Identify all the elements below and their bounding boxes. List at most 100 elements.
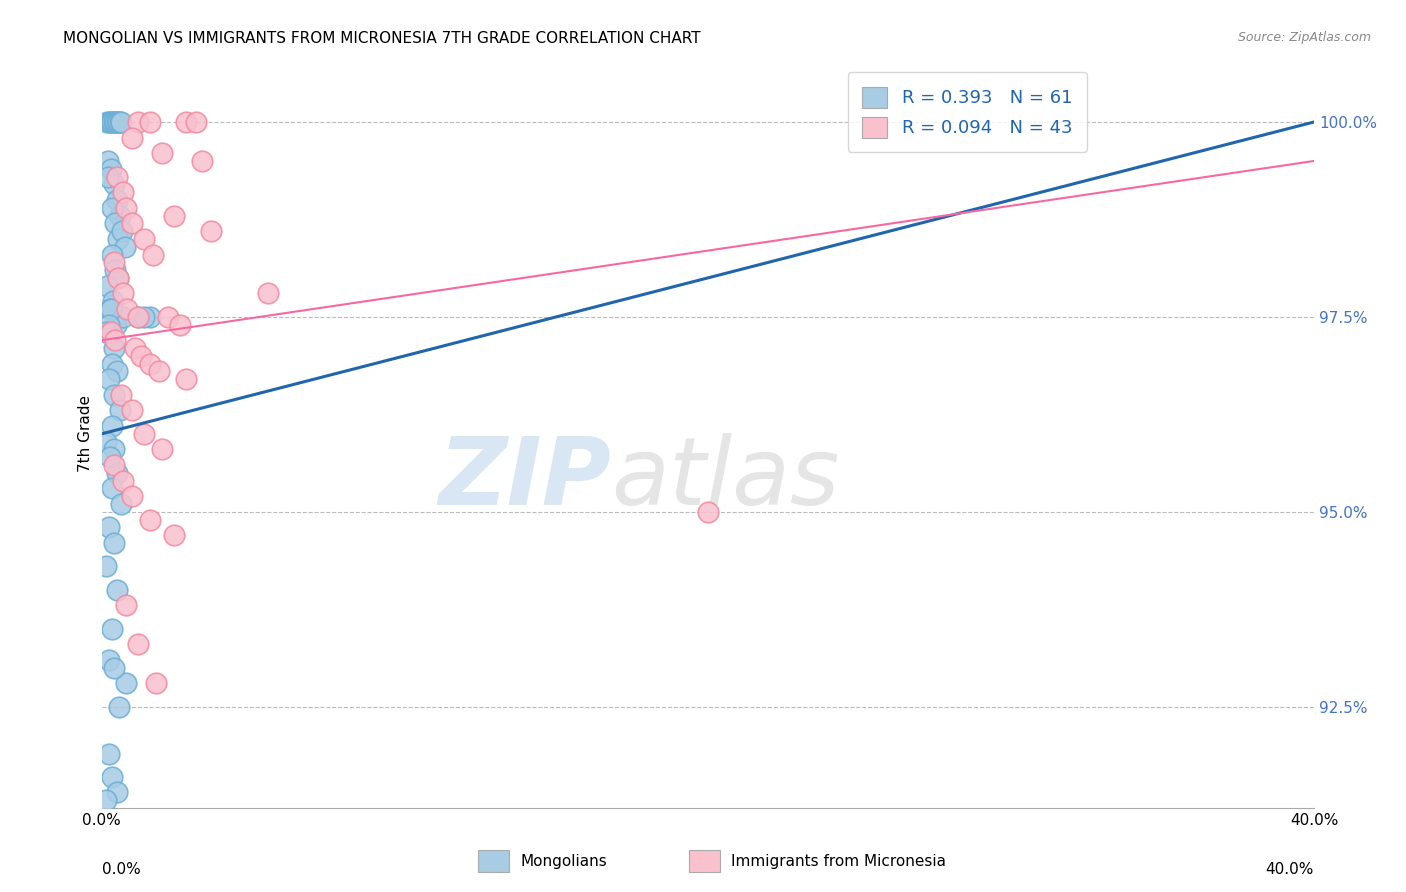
Point [104,263,127,277]
Point [100,161,122,176]
Point [139,513,162,527]
Point [121,216,143,230]
Point [98,747,121,761]
Point [163,528,186,542]
Point [100,622,122,636]
Point [127,637,149,651]
Point [96,559,118,574]
Point [107,115,129,129]
Point [127,310,149,324]
Point [129,349,152,363]
Point [115,201,138,215]
Point [103,341,125,355]
Point [100,201,122,215]
Text: 40.0%: 40.0% [1265,863,1315,877]
Point [97,169,120,184]
Point [105,169,128,184]
Point [101,247,124,261]
Point [696,505,718,519]
Point [132,310,155,324]
Point [103,458,125,472]
Point [100,357,122,371]
Point [148,364,170,378]
Point [96,278,118,293]
Point [110,388,132,402]
Point [103,536,125,550]
Point [114,240,136,254]
Text: MONGOLIAN VS IMMIGRANTS FROM MICRONESIA 7TH GRADE CORRELATION CHART: MONGOLIAN VS IMMIGRANTS FROM MICRONESIA … [63,31,702,46]
Point [100,770,122,784]
Point [100,326,122,340]
Point [105,466,128,480]
Point [103,442,125,457]
Point [169,318,191,332]
Text: Source: ZipAtlas.com: Source: ZipAtlas.com [1237,31,1371,45]
Point [98,450,121,465]
Point [145,676,167,690]
Point [132,426,155,441]
Text: 0.0%: 0.0% [101,863,141,877]
Y-axis label: 7th Grade: 7th Grade [79,395,93,473]
Point [163,209,186,223]
Point [104,216,127,230]
Point [139,357,162,371]
Point [115,676,138,690]
Point [127,310,149,324]
Point [98,318,121,332]
Point [105,785,128,799]
Point [190,153,212,168]
Point [139,115,162,129]
Point [110,224,132,238]
Point [104,333,127,347]
Point [101,294,124,309]
Point [150,146,173,161]
Point [127,115,149,129]
Point [98,653,121,667]
Point [105,193,128,207]
Point [103,661,125,675]
Point [121,489,143,503]
Point [184,115,207,129]
Point [97,153,120,168]
Point [108,209,131,223]
Point [96,115,118,129]
Point [139,310,162,324]
Text: ZIP: ZIP [437,433,610,524]
Point [98,372,121,386]
Point [107,271,129,285]
Point [111,286,134,301]
Point [124,341,146,355]
Point [108,115,131,129]
Point [257,286,280,301]
Point [110,115,132,129]
Point [100,302,122,317]
Point [94,326,117,340]
Point [115,599,138,613]
Point [105,582,128,597]
Point [96,793,118,807]
Point [100,482,122,496]
Point [103,255,125,269]
Point [105,364,128,378]
Point [105,318,128,332]
Point [103,178,125,192]
Point [200,224,222,238]
Point [103,388,125,402]
Point [98,520,121,534]
Text: Mongolians: Mongolians [520,854,607,869]
Point [121,403,143,417]
Point [110,403,132,417]
Point [100,115,122,129]
Point [111,474,134,488]
Point [117,302,139,317]
Point [98,302,121,317]
Point [111,185,134,199]
Point [98,115,121,129]
Point [176,372,198,386]
Point [132,232,155,246]
Point [142,247,165,261]
Point [157,310,180,324]
Point [101,115,124,129]
Point [176,115,198,129]
Point [101,419,124,434]
